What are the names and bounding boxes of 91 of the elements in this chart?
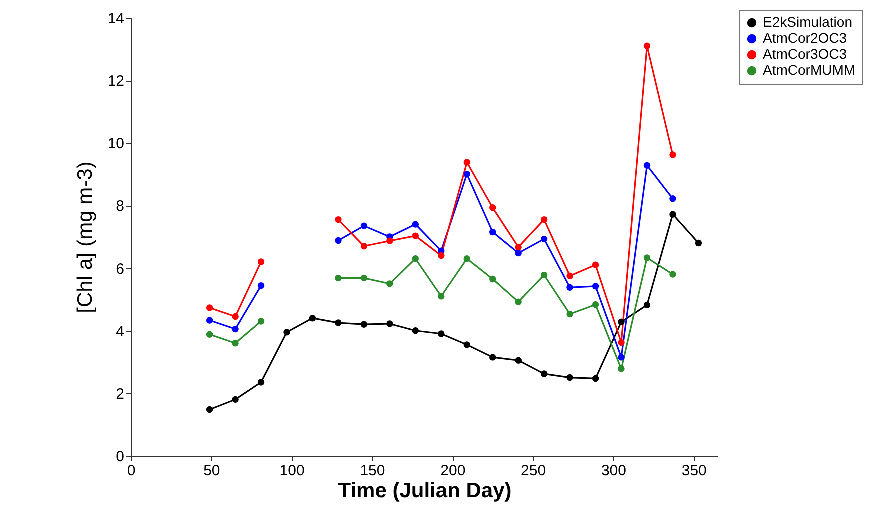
point [592,262,600,269]
point [540,272,548,279]
point [360,222,368,230]
point [232,326,239,333]
x-tick-label: 100 [280,462,305,480]
point [592,375,600,382]
point [618,354,625,361]
point [644,254,651,262]
point [489,276,496,283]
point [540,216,548,224]
point [515,244,522,251]
point [232,396,239,404]
point [412,328,420,334]
point [618,318,625,326]
x-tick-label: 200 [440,462,466,480]
point [232,313,239,320]
point [386,320,394,328]
point [644,302,651,309]
legend-label: AtmCor3OC3 [763,46,848,62]
x-tick-label: 0 [127,462,136,480]
point [360,274,368,282]
point [206,304,214,312]
point [644,42,651,50]
point [670,152,676,158]
point [258,318,265,325]
y-tick-label: 4 [116,323,124,340]
point [515,298,522,306]
point [386,238,394,244]
point [540,370,548,378]
legend-label: AtmCorMUMM [763,62,856,78]
point [618,366,625,372]
y-tick-label: 2 [116,386,124,403]
point [335,274,342,282]
point [489,354,496,361]
point [515,357,522,364]
point [464,159,470,166]
point [360,243,368,250]
point [412,232,420,240]
y-tick-label: 12 [108,73,124,90]
point [386,280,394,288]
point [412,256,420,262]
point [464,256,470,262]
point [592,283,600,290]
point [566,284,574,292]
point [670,195,676,202]
y-tick-label: 6 [116,260,124,278]
point [438,293,445,300]
point [438,330,445,338]
point [335,320,342,326]
point [360,321,368,328]
point [540,236,548,243]
point [232,340,239,347]
point [566,310,574,318]
y-tick-label: 10 [108,136,124,153]
legend-label: E2kSimulation [763,14,852,30]
point [489,228,496,236]
point [335,216,342,224]
point [695,240,702,247]
y-tick-label: 14 [108,10,124,28]
legend-label: AtmCor2OC3 [763,30,848,46]
y-tick-label: 0 [116,448,124,466]
point [206,317,214,324]
point [258,379,265,386]
point [412,221,420,228]
point [206,406,214,414]
point [618,339,625,346]
point [309,314,316,322]
point [670,211,676,218]
point [489,204,496,212]
point [438,252,445,260]
x-tick-label: 250 [521,462,546,480]
x-tick-label: 300 [601,462,626,480]
point [258,282,265,290]
point [464,342,470,348]
point [566,272,574,280]
x-tick-label: 150 [360,462,386,480]
point [644,162,651,170]
point [670,271,676,278]
x-axis-title: Time (Julian Day) [338,480,512,502]
point [206,331,214,338]
point [335,237,342,244]
point [284,329,290,336]
point [464,171,470,178]
y-axis-title: [Chl a] (mg m-3) [74,162,97,314]
x-tick-label: 50 [204,462,220,480]
y-tick-label: 8 [116,198,124,216]
x-tick-label: 350 [682,462,707,480]
point [258,258,265,266]
point [566,374,574,382]
point [592,302,600,308]
point [515,250,522,257]
